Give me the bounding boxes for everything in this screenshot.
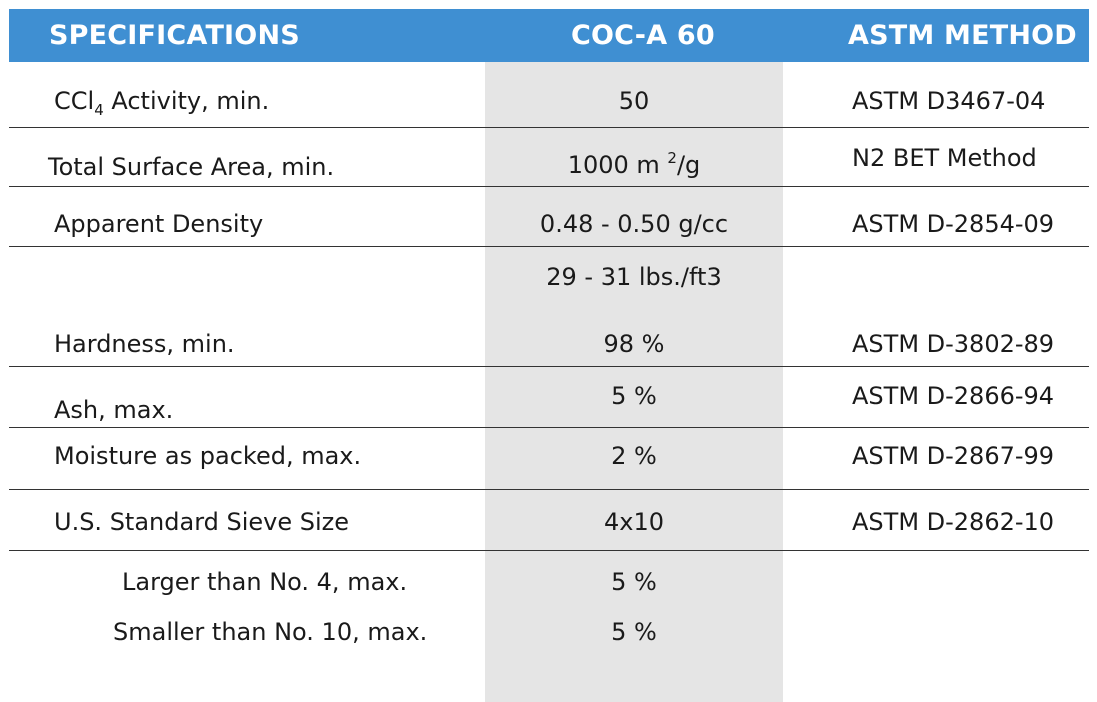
header-astm-method: ASTM METHOD: [848, 20, 1077, 51]
row-divider: [9, 186, 1089, 187]
header-product: COC-A 60: [571, 20, 715, 51]
row-larger-value: 5 %: [611, 568, 657, 596]
row-moisture-label: Moisture as packed, max.: [54, 442, 362, 470]
row-hardness-method: ASTM D-3802-89: [852, 330, 1055, 358]
row-density-method: ASTM D-2854-09: [852, 210, 1055, 238]
row-divider: [9, 127, 1089, 128]
row-ccl4-method: ASTM D3467-04: [852, 87, 1046, 115]
row-larger-label: Larger than No. 4, max.: [122, 568, 408, 596]
row-density-value: 0.48 - 0.50 g/cc: [539, 210, 729, 238]
row-divider: [9, 246, 1089, 247]
row-divider: [9, 550, 1089, 551]
row-sieve-label: U.S. Standard Sieve Size: [54, 508, 350, 536]
row-ash-label: Ash, max.: [54, 396, 174, 424]
row-smaller-label: Smaller than No. 10, max.: [113, 618, 428, 646]
row-moisture-value: 2 %: [611, 442, 657, 470]
row-ash-value: 5 %: [611, 382, 657, 410]
product-column-shading: [485, 62, 783, 702]
row-divider: [9, 489, 1089, 490]
row-moisture-method: ASTM D-2867-99: [852, 442, 1055, 470]
row-smaller-value: 5 %: [611, 618, 657, 646]
row-density-label: Apparent Density: [54, 210, 264, 238]
row-density-value-imperial: 29 - 31 lbs./ft3: [546, 263, 722, 291]
row-surface-method: N2 BET Method: [852, 144, 1037, 172]
row-surface-label: Total Surface Area, min.: [48, 153, 335, 181]
row-surface-value: 1000 m 2/g: [567, 149, 701, 179]
header-specifications: SPECIFICATIONS: [49, 20, 300, 51]
row-hardness-value: 98 %: [603, 330, 665, 358]
row-ash-method: ASTM D-2866-94: [852, 382, 1055, 410]
row-divider: [9, 427, 1089, 428]
row-divider: [9, 366, 1089, 367]
row-ccl4-value: 50: [618, 87, 650, 115]
row-sieve-value: 4x10: [603, 508, 664, 536]
row-hardness-label: Hardness, min.: [54, 330, 235, 358]
row-sieve-method: ASTM D-2862-10: [852, 508, 1055, 536]
table-header: SPECIFICATIONS COC-A 60 ASTM METHOD: [9, 9, 1089, 62]
row-ccl4-label: CCl4 Activity, min.: [54, 87, 270, 119]
